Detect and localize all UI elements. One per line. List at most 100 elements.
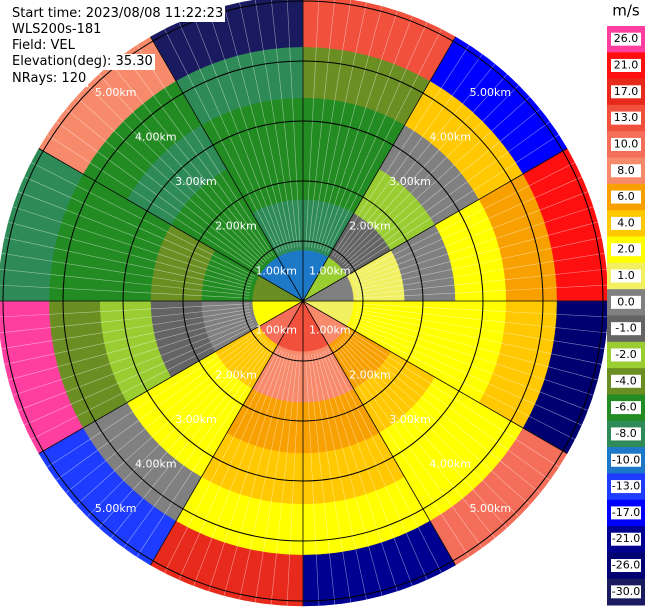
ray-line: [350, 162, 575, 277]
ray-line: [65, 334, 262, 494]
colorbar-label-bg: [611, 427, 641, 441]
ring-label: 5.00km: [95, 86, 137, 99]
ray-line: [350, 325, 575, 440]
info-line: Field: VEL: [10, 38, 77, 54]
ray-line: [316, 353, 383, 596]
ray-line: [344, 334, 541, 494]
ray-line: [355, 314, 598, 381]
ray-line: [56, 332, 260, 481]
colorbar-label-bg: [611, 585, 641, 599]
ray-line: [355, 221, 598, 288]
colorbar-label: -13.0: [612, 480, 640, 493]
ray-line: [324, 350, 428, 580]
colorbar-label: -17.0: [612, 506, 640, 519]
ray-line: [308, 0, 335, 248]
colorbar-label-bg: [611, 269, 641, 283]
colorbar-label: -4.0: [615, 374, 636, 387]
ring-label: 1.00km: [255, 264, 297, 277]
colorbar-label-bg: [611, 85, 641, 99]
colorbar-label: -8.0: [615, 427, 636, 440]
ray-line: [123, 344, 272, 548]
ray-line: [4, 311, 251, 365]
ray-line: [24, 322, 254, 426]
colorbar-label: 1.0: [617, 269, 635, 282]
ring-label: 5.00km: [95, 502, 137, 515]
colorbar-label: 10.0: [614, 137, 639, 150]
ray-line: [354, 317, 594, 396]
colorbar-label: -2.0: [615, 348, 636, 361]
ray-line: [1, 252, 250, 293]
ray-line: [311, 0, 351, 248]
ray-line: [0, 303, 250, 318]
ray-line: [193, 16, 284, 251]
ray-line: [76, 336, 264, 506]
ray-line: [18, 320, 253, 411]
ray-line: [24, 176, 254, 280]
colorbar-label: -30.0: [612, 585, 640, 598]
ray-line: [340, 338, 519, 517]
ray-line: [313, 353, 367, 600]
colorbar-label: -26.0: [612, 559, 640, 572]
ray-line: [31, 162, 256, 277]
ray-line: [352, 176, 582, 280]
ray-line: [353, 320, 588, 411]
ray-line: [208, 352, 287, 592]
ray-line: [322, 16, 413, 251]
ring-label: 4.00km: [429, 131, 471, 144]
colorbar-label-bg: [611, 32, 641, 46]
ray-line: [342, 336, 530, 506]
ray-line: [324, 22, 428, 252]
ray-line: [346, 332, 550, 481]
colorbar-label: -10.0: [612, 453, 640, 466]
colorbar-label: 6.0: [617, 190, 635, 203]
ray-line: [336, 63, 496, 260]
ray-line: [344, 108, 541, 268]
info-line: Start time: 2023/08/08 11:22:23: [10, 6, 226, 22]
ring-label: 2.00km: [349, 220, 391, 233]
colorbar-label-bg: [611, 243, 641, 257]
ring-label: 4.00km: [135, 457, 177, 470]
ray-line: [346, 121, 550, 270]
ring-label: 2.00km: [215, 220, 257, 233]
colorbar-label-bg: [611, 190, 641, 204]
ray-line: [164, 29, 279, 254]
ray-line: [313, 2, 367, 249]
colorbar-label-bg: [611, 216, 641, 230]
ring-label: 3.00km: [389, 413, 431, 426]
ray-line: [47, 330, 258, 468]
ring-label: 1.00km: [309, 324, 351, 337]
ray-line: [338, 340, 508, 528]
ray-line: [334, 54, 483, 258]
ray-line: [286, 0, 301, 248]
ray-line: [0, 306, 250, 334]
ray-line: [271, 0, 298, 248]
colorbar-label-bg: [611, 111, 641, 125]
ray-line: [356, 268, 607, 296]
range-ring: [2, 0, 604, 602]
ray-line: [348, 330, 559, 468]
colorbar-label-bg: [611, 295, 641, 309]
ray-line: [338, 74, 508, 262]
colorbar-label-bg: [611, 322, 641, 336]
colorbar-label-bg: [611, 58, 641, 72]
colorbar-label: 8.0: [617, 164, 635, 177]
ray-line: [305, 354, 320, 606]
ray-line: [352, 322, 582, 426]
ring-label: 3.00km: [175, 175, 217, 188]
axis-line: [150, 36, 456, 566]
ray-line: [178, 22, 282, 252]
ray-line: [254, 354, 295, 603]
ray-line: [239, 2, 293, 249]
ray-line: [332, 346, 470, 557]
ring-label: 5.00km: [470, 86, 512, 99]
range-ring: [242, 240, 364, 362]
ray-line: [239, 353, 293, 600]
colorbar-label: 2.0: [617, 243, 635, 256]
ring-label: 4.00km: [429, 457, 471, 470]
ray-line: [31, 325, 256, 440]
ray-line: [1, 309, 250, 350]
ray-line: [12, 206, 252, 285]
ray-line: [0, 284, 250, 299]
ring-label: 2.00km: [349, 368, 391, 381]
